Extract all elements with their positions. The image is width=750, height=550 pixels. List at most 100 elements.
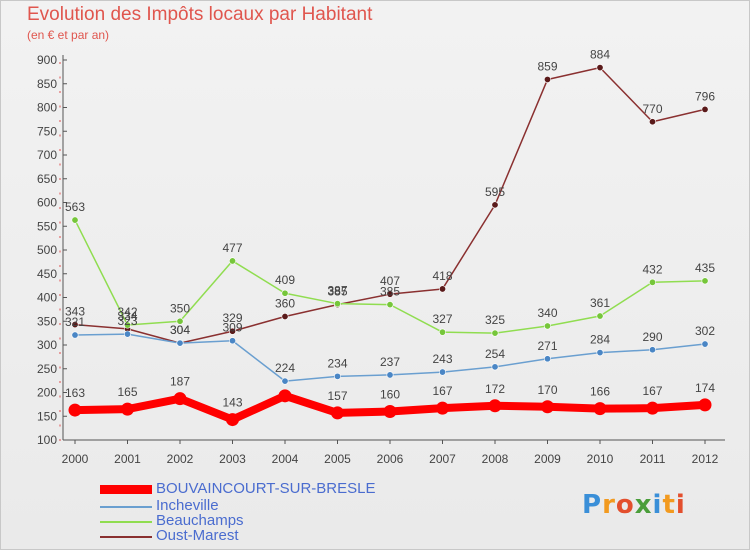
data-label-bouvaincourt-sur-bresle: 166 [590,385,610,399]
y-tick-label: 550 [37,219,57,233]
x-tick-label: 2011 [640,452,666,466]
data-point-beauchamps [701,277,709,285]
y-tick-label: 850 [37,77,57,91]
legend-swatch-bouvaincourt [100,485,152,494]
legend-item-incheville: Incheville [100,497,420,515]
y-tick-label: 400 [37,291,57,305]
data-label-bouvaincourt-sur-bresle: 167 [432,384,452,398]
data-point-bouvaincourt-sur-bresle [593,402,607,416]
data-label-oust-marest: 418 [432,269,452,283]
data-point-bouvaincourt-sur-bresle [698,398,712,412]
legend-label-beauchamps: Beauchamps [156,512,244,529]
legend-label-bouvaincourt: BOUVAINCOURT-SUR-BRESLE [156,480,376,497]
data-point-beauchamps [281,289,289,297]
data-point-incheville [438,368,446,376]
data-label-bouvaincourt-sur-bresle: 165 [117,385,137,399]
data-point-oust-marest [71,321,79,329]
legend-label-incheville: Incheville [156,497,219,514]
legend-item-beauchamps: Beauchamps [100,512,420,530]
data-point-oust-marest [438,285,446,293]
x-tick-label: 2012 [692,452,719,466]
data-label-incheville: 284 [590,333,610,347]
x-tick-label: 2005 [324,452,351,466]
data-point-beauchamps [229,257,237,265]
data-label-incheville: 254 [485,347,505,361]
y-tick-label: 900 [37,53,57,67]
data-label-bouvaincourt-sur-bresle: 170 [537,383,557,397]
data-point-oust-marest [491,201,499,209]
data-label-beauchamps: 350 [170,301,190,315]
data-point-bouvaincourt-sur-bresle [173,392,187,406]
data-point-incheville [596,349,604,357]
data-point-incheville [71,331,79,339]
data-point-incheville [124,330,132,338]
data-point-beauchamps [648,278,656,286]
data-label-incheville: 304 [170,323,190,337]
data-label-beauchamps: 563 [65,200,85,214]
data-point-beauchamps [491,329,499,337]
data-point-oust-marest [648,118,656,126]
data-label-oust-marest: 304 [170,323,190,337]
data-point-oust-marest [281,312,289,320]
data-label-incheville: 224 [275,361,295,375]
data-label-beauchamps: 385 [380,285,400,299]
y-tick-label: 500 [37,243,57,257]
proxiti-logo: Proxiti [582,490,686,520]
y-tick-label: 100 [37,433,57,447]
data-label-beauchamps: 432 [642,262,662,276]
x-tick-label: 2009 [534,452,561,466]
data-label-incheville: 243 [432,352,452,366]
data-point-beauchamps [438,328,446,336]
data-point-oust-marest [229,327,237,335]
data-label-beauchamps: 340 [537,306,557,320]
data-point-beauchamps [333,300,341,308]
legend-item-oust-marest: Oust-Marest [100,527,420,545]
data-point-bouvaincourt-sur-bresle [488,399,502,413]
y-tick-label: 350 [37,314,57,328]
data-label-oust-marest: 796 [695,89,715,103]
data-point-incheville [648,346,656,354]
data-label-incheville: 237 [380,355,400,369]
data-point-bouvaincourt-sur-bresle [646,401,659,415]
y-tick-label: 450 [37,267,57,281]
data-point-bouvaincourt-sur-bresle [68,403,82,417]
data-label-incheville: 323 [117,314,137,328]
x-tick-label: 2004 [272,452,299,466]
data-label-incheville: 302 [695,324,715,338]
data-label-beauchamps: 387 [327,284,347,298]
data-label-beauchamps: 361 [590,296,610,310]
data-point-oust-marest [543,75,551,83]
data-label-incheville: 234 [327,356,347,370]
data-point-beauchamps [71,216,79,224]
data-point-bouvaincourt-sur-bresle [541,400,554,414]
x-tick-label: 2006 [377,452,404,466]
data-label-oust-marest: 385 [327,285,347,299]
data-point-incheville [386,371,394,379]
y-tick-label: 700 [37,148,57,162]
data-label-bouvaincourt-sur-bresle: 143 [222,396,242,410]
data-label-beauchamps: 409 [275,273,295,287]
data-point-oust-marest [701,105,709,113]
data-label-bouvaincourt-sur-bresle: 157 [327,389,347,403]
data-label-incheville: 290 [642,330,662,344]
data-label-beauchamps: 325 [485,313,505,327]
x-tick-label: 2008 [482,452,509,466]
data-point-incheville [543,355,551,363]
data-label-oust-marest: 859 [537,59,557,73]
data-point-beauchamps [176,317,184,325]
chart-subtitle: (en € et par an) [27,28,110,42]
data-point-bouvaincourt-sur-bresle [436,401,449,415]
data-point-bouvaincourt-sur-bresle [278,389,292,403]
data-label-incheville: 321 [65,315,85,329]
data-label-incheville: 309 [222,321,242,335]
data-label-oust-marest: 595 [485,185,505,199]
data-point-beauchamps [543,322,551,330]
data-label-beauchamps: 342 [117,305,137,319]
data-point-oust-marest [386,290,394,298]
y-tick-label: 300 [37,338,57,352]
data-label-bouvaincourt-sur-bresle: 172 [485,382,505,396]
data-point-bouvaincourt-sur-bresle [226,413,239,427]
data-point-beauchamps [386,301,394,309]
